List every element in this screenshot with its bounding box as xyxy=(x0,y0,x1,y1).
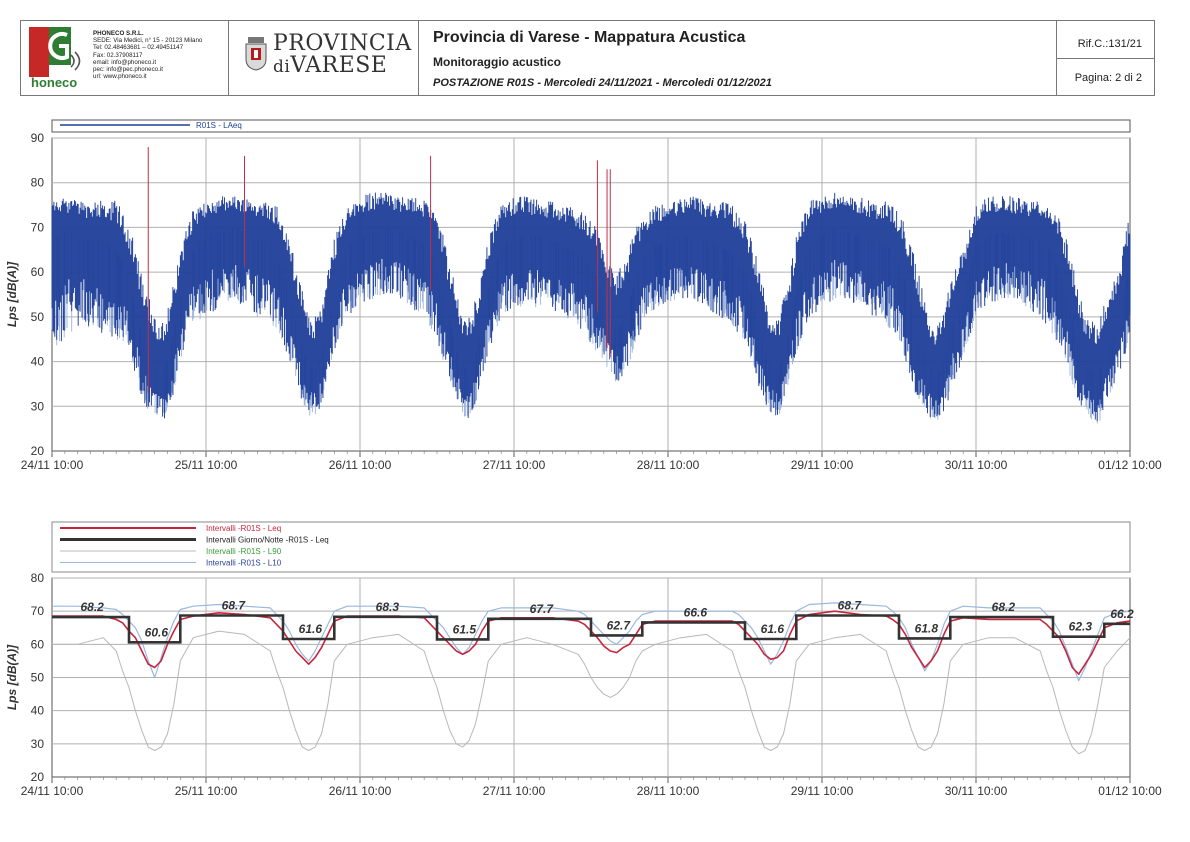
interval-chart-y-axis-label: Lps [dB(A)] xyxy=(5,644,19,710)
report-header: honeco PHONECO S.R.L. SEDE: Via Medici, … xyxy=(20,20,1155,96)
interval-legend-box xyxy=(51,521,1131,573)
laeq-chart-x-tick-label: 01/12 10:00 xyxy=(1098,458,1162,472)
interval-chart-y-tick-label: 30 xyxy=(31,737,45,751)
province-line1: PROVINCIA xyxy=(273,31,412,56)
interval-chart-y-tick-label: 40 xyxy=(31,704,45,718)
interval-legend-label: Intervalli Giorno/Notte -R01S - Leq xyxy=(206,536,329,545)
province-wordmark: PROVINCIA diVARESE xyxy=(273,33,412,78)
company-email: email: info@phoneco.it xyxy=(93,58,157,66)
laeq-chart-y-tick-label: 90 xyxy=(31,131,45,145)
interval-value-label: 67.7 xyxy=(530,602,555,616)
laeq-chart-y-tick-label: 30 xyxy=(31,399,45,413)
report-subtitle: Monitoraggio acustico xyxy=(433,55,562,69)
company-block: honeco PHONECO S.R.L. SEDE: Via Medici, … xyxy=(21,21,229,95)
l10-series-line xyxy=(52,602,1131,682)
laeq-chart-y-tick-label: 20 xyxy=(31,444,45,458)
laeq-series-body xyxy=(51,192,1131,422)
interval-chart-x-tick-label: 25/11 10:00 xyxy=(175,784,238,798)
laeq-chart-x-tick-label: 29/11 10:00 xyxy=(791,458,854,472)
laeq-chart-x-tick-label: 26/11 10:00 xyxy=(329,458,392,472)
interval-value-label: 68.2 xyxy=(81,600,105,614)
interval-value-label: 68.3 xyxy=(376,600,400,614)
laeq-series xyxy=(51,192,1131,424)
reference-code: Rif.C.:131/21 xyxy=(1077,38,1142,50)
report-title: Provincia di Varese - Mappatura Acustica xyxy=(433,29,746,46)
phoneco-logo: honeco xyxy=(27,25,89,89)
logo-wordmark: honeco xyxy=(31,75,77,89)
title-block: Provincia di Varese - Mappatura Acustica… xyxy=(419,21,1057,95)
laeq-chart-y-tick-label: 60 xyxy=(31,265,45,279)
interval-legend-label: Intervalli -R01S - L10 xyxy=(206,559,282,568)
interval-value-label: 60.6 xyxy=(145,625,169,639)
page-number: Pagina: 2 di 2 xyxy=(1074,72,1142,84)
interval-chart-y-tick-label: 20 xyxy=(31,770,45,784)
interval-legend-label: Intervalli -R01S - L90 xyxy=(206,547,282,556)
interval-value-label: 68.2 xyxy=(992,600,1016,614)
interval-chart-x-tick-label: 01/12 10:00 xyxy=(1098,784,1162,798)
laeq-legend-box xyxy=(51,119,1131,133)
interval-chart-y-tick-label: 80 xyxy=(31,571,45,585)
interval-value-label: 68.7 xyxy=(838,598,863,612)
interval-value-label: 66.6 xyxy=(684,605,708,619)
province-line2-di: di xyxy=(273,57,291,77)
interval-value-label: 68.7 xyxy=(222,598,247,612)
interval-chart-y-tick-label: 60 xyxy=(31,637,45,651)
interval-value-label: 62.3 xyxy=(1069,620,1093,634)
station-period: POSTAZIONE R01S - Mercoledi 24/11/2021 -… xyxy=(433,77,772,89)
interval-value-label: 61.5 xyxy=(453,622,477,636)
interval-value-label: 61.6 xyxy=(299,622,323,636)
laeq-chart-y-tick-label: 70 xyxy=(31,220,45,234)
interval-value-label: 61.8 xyxy=(915,621,939,635)
interval-chart-y-tick-label: 50 xyxy=(31,671,45,685)
laeq-chart-y-tick-label: 40 xyxy=(31,355,45,369)
interval-value-label: 61.6 xyxy=(761,622,785,636)
laeq-legend-label: R01S - LAeq xyxy=(196,121,242,130)
laeq-chart-x-tick-label: 24/11 10:00 xyxy=(21,458,84,472)
interval-chart-y-tick-label: 70 xyxy=(31,604,45,618)
interval-legend-label: Intervalli -R01S - Leq xyxy=(206,524,281,533)
interval-chart-x-tick-label: 24/11 10:00 xyxy=(21,784,84,798)
company-url: url: www.phoneco.it xyxy=(93,73,147,81)
interval-chart-x-tick-label: 30/11 10:00 xyxy=(945,784,1008,798)
interval-chart-x-tick-label: 29/11 10:00 xyxy=(791,784,854,798)
laeq-chart-x-tick-label: 30/11 10:00 xyxy=(945,458,1008,472)
province-block: PROVINCIA diVARESE xyxy=(229,21,419,95)
interval-value-label: 62.7 xyxy=(607,618,632,632)
l90-series-line xyxy=(52,630,1131,755)
laeq-chart-x-tick-label: 25/11 10:00 xyxy=(175,458,238,472)
interval-chart-x-tick-label: 26/11 10:00 xyxy=(329,784,392,798)
laeq-chart-y-tick-label: 80 xyxy=(31,176,45,190)
company-info: PHONECO S.R.L. SEDE: Via Medici, n° 15 -… xyxy=(93,30,202,80)
interval-chart-x-tick-label: 27/11 10:00 xyxy=(483,784,546,798)
company-address: SEDE: Via Medici, n° 15 - 20123 Milano xyxy=(93,37,203,45)
laeq-chart-x-tick-label: 28/11 10:00 xyxy=(637,458,700,472)
company-pec: pec: info@pec.phoneco.it xyxy=(93,66,163,74)
interval-value-label: 66.2 xyxy=(1110,607,1134,621)
interval-chart-x-tick-label: 28/11 10:00 xyxy=(637,784,700,798)
day-night-step-line xyxy=(52,614,1130,644)
ref-block: Rif.C.:131/21 Pagina: 2 di 2 xyxy=(1057,21,1154,95)
laeq-chart-x-tick-label: 27/11 10:00 xyxy=(483,458,546,472)
company-name: PHONECO S.R.L. xyxy=(93,30,144,37)
laeq-chart-y-tick-label: 50 xyxy=(31,310,45,324)
laeq-chart-y-axis-label: Lps [dB(A)] xyxy=(5,261,19,327)
company-fax: Fax: 02.37908117 xyxy=(93,51,143,59)
company-tel: Tel: 02.48463681 – 02.49451147 xyxy=(93,44,184,52)
province-line2: VARESE xyxy=(290,53,388,78)
